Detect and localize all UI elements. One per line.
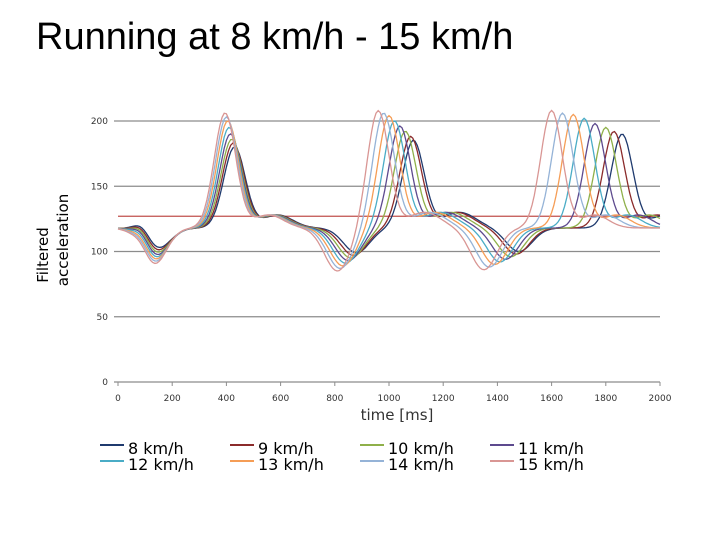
legend-label: 12 km/h bbox=[128, 455, 194, 474]
x-tick-label: 1400 bbox=[486, 394, 509, 404]
series-line-8 bbox=[117, 109, 660, 272]
gridlines bbox=[114, 120, 661, 386]
series-line-5 bbox=[117, 117, 661, 264]
series-line-6 bbox=[117, 113, 660, 267]
x-tick-label: 1600 bbox=[540, 394, 563, 404]
x-tick-label: 1200 bbox=[432, 394, 455, 404]
y-tick-labels: 0 50 100 150 200 bbox=[91, 117, 108, 388]
x-tick-label: 200 bbox=[164, 394, 181, 404]
legend-label: 9 km/h bbox=[258, 439, 314, 458]
legend-label: 15 km/h bbox=[518, 455, 584, 474]
y-axis-label-line1: Filtered bbox=[34, 227, 52, 283]
x-tick-label: 1000 bbox=[378, 394, 401, 404]
series-lines bbox=[117, 109, 661, 272]
x-tick-label: 600 bbox=[272, 394, 289, 404]
y-axis-label-line2: acceleration bbox=[54, 194, 72, 286]
title-clip: Running at 8 km/h - 15 km/h bbox=[0, 0, 720, 90]
y-tick-label: 100 bbox=[91, 248, 108, 258]
y-tick-label: 200 bbox=[91, 117, 108, 127]
legend-label: 8 km/h bbox=[128, 439, 184, 458]
slide-title: Running at 8 km/h - 15 km/h bbox=[36, 16, 514, 58]
legend-label: 13 km/h bbox=[258, 455, 324, 474]
series-line-7 bbox=[117, 112, 660, 269]
x-tick-label: 1800 bbox=[594, 394, 617, 404]
legend-label: 10 km/h bbox=[388, 439, 454, 458]
y-tick-label: 50 bbox=[97, 313, 109, 323]
legend: 8 km/h 9 km/h 10 km/h 11 km/h 12 km/h 13 km/h… bbox=[100, 439, 584, 474]
x-tick-label: 800 bbox=[326, 394, 343, 404]
x-tick-label: 0 bbox=[115, 394, 121, 404]
legend-label: 11 km/h bbox=[518, 439, 584, 458]
legend-label: 14 km/h bbox=[388, 455, 454, 474]
y-tick-label: 150 bbox=[91, 182, 108, 192]
series-line-3 bbox=[117, 126, 661, 259]
x-tick-label: 2000 bbox=[649, 394, 672, 404]
x-tick-label: 400 bbox=[218, 394, 235, 404]
x-axis-label: time [ms] bbox=[361, 406, 434, 424]
series-line-4 bbox=[117, 122, 661, 262]
y-tick-label: 0 bbox=[102, 378, 108, 388]
x-tick-labels: 0 200 400 600 800 1000 1200 1400 1600 1800 2000 bbox=[115, 394, 672, 404]
